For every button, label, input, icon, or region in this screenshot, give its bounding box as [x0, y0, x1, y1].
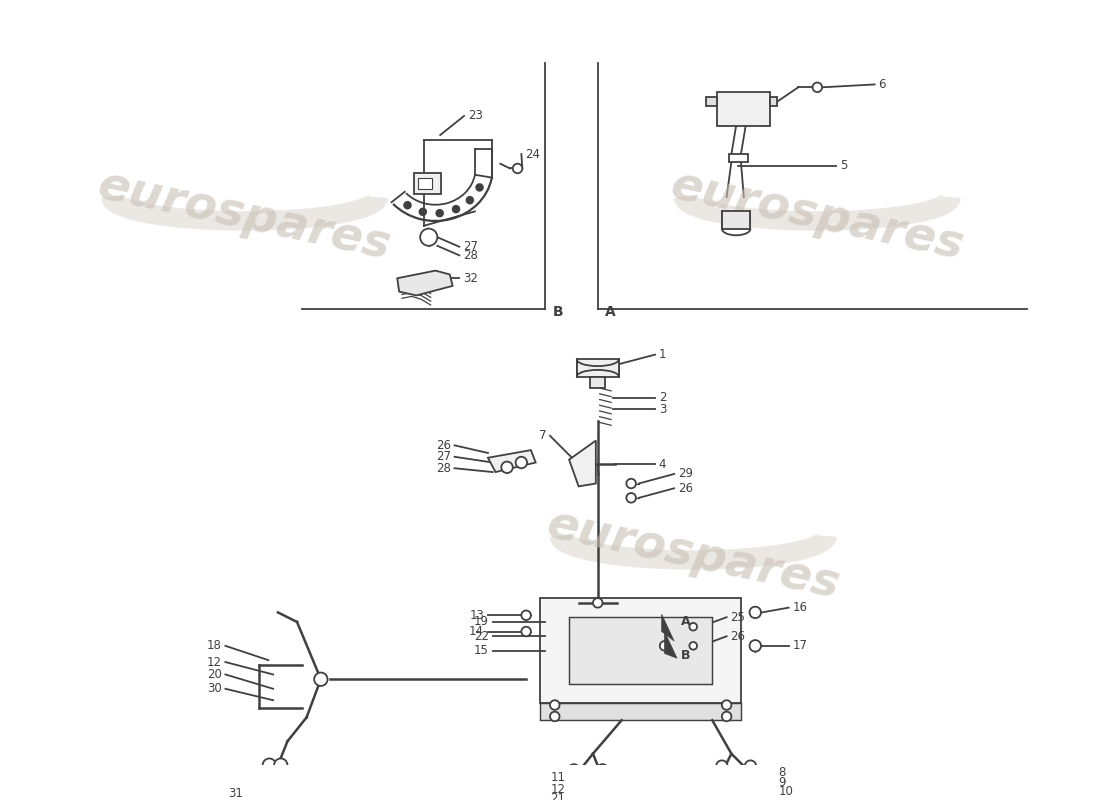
Text: 27: 27 [436, 450, 451, 463]
Text: 19: 19 [474, 615, 488, 629]
Text: 23: 23 [468, 110, 483, 122]
Circle shape [516, 457, 527, 468]
Text: B: B [681, 649, 691, 662]
Text: 18: 18 [207, 639, 221, 652]
Circle shape [453, 206, 460, 213]
Text: 1: 1 [659, 348, 667, 361]
Text: eurospares: eurospares [667, 163, 968, 270]
Circle shape [550, 700, 560, 710]
Polygon shape [488, 450, 536, 472]
Circle shape [466, 197, 473, 203]
Circle shape [476, 184, 483, 190]
Polygon shape [662, 614, 674, 641]
Bar [418, 178, 431, 189]
Circle shape [749, 640, 761, 651]
Circle shape [813, 82, 822, 92]
Bar [717, 92, 770, 126]
Text: 26: 26 [436, 439, 451, 452]
Text: 14: 14 [469, 625, 484, 638]
Polygon shape [569, 441, 596, 486]
Text: 9: 9 [778, 776, 785, 789]
Text: 22: 22 [474, 630, 488, 642]
Text: 17: 17 [792, 639, 807, 652]
Circle shape [521, 626, 531, 636]
Polygon shape [569, 617, 713, 684]
Text: 2: 2 [659, 391, 667, 404]
Text: 25: 25 [730, 610, 746, 624]
Circle shape [722, 712, 732, 722]
Circle shape [597, 764, 608, 776]
Text: 13: 13 [470, 609, 484, 622]
Text: 12: 12 [207, 655, 221, 669]
Text: 6: 6 [879, 78, 886, 91]
Text: 8: 8 [778, 766, 785, 779]
Text: B: B [553, 305, 563, 318]
Bar [770, 97, 778, 106]
Circle shape [722, 700, 732, 710]
Text: 12: 12 [550, 782, 565, 795]
Circle shape [263, 758, 276, 772]
Text: 31: 31 [228, 787, 243, 800]
Text: 26: 26 [678, 482, 693, 494]
Text: 16: 16 [792, 601, 807, 614]
Circle shape [437, 210, 443, 217]
Text: 24: 24 [525, 148, 540, 161]
Text: 29: 29 [678, 467, 693, 481]
Bar [415, 174, 441, 194]
Polygon shape [540, 598, 741, 703]
Text: 4: 4 [659, 458, 667, 471]
Circle shape [404, 202, 410, 209]
Text: 21: 21 [550, 792, 565, 800]
Text: 20: 20 [207, 668, 221, 681]
Text: A: A [681, 615, 691, 629]
Text: 26: 26 [730, 630, 746, 642]
Polygon shape [397, 270, 452, 295]
Text: 5: 5 [840, 159, 848, 172]
Text: 7: 7 [539, 430, 547, 442]
Bar [590, 377, 605, 388]
Circle shape [419, 209, 426, 215]
Bar [728, 154, 748, 162]
Circle shape [550, 712, 560, 722]
Text: 3: 3 [659, 402, 667, 415]
Text: 30: 30 [207, 682, 221, 695]
Bar [722, 211, 750, 229]
Circle shape [626, 493, 636, 502]
Text: 28: 28 [436, 462, 451, 474]
Text: A: A [605, 305, 616, 318]
Bar [705, 97, 717, 106]
Text: 11: 11 [550, 771, 565, 784]
Circle shape [690, 623, 697, 630]
Circle shape [502, 462, 513, 473]
Circle shape [568, 764, 580, 776]
Circle shape [749, 606, 761, 618]
Polygon shape [540, 703, 741, 720]
Text: eurospares: eurospares [542, 502, 844, 608]
Circle shape [690, 642, 697, 650]
Circle shape [716, 760, 727, 772]
Text: 32: 32 [463, 272, 478, 285]
Circle shape [626, 478, 636, 488]
Text: 15: 15 [474, 644, 488, 657]
Circle shape [745, 760, 756, 772]
Circle shape [660, 641, 669, 650]
Bar [576, 359, 618, 377]
Text: eurospares: eurospares [94, 163, 395, 270]
Text: 27: 27 [463, 240, 478, 254]
Circle shape [521, 610, 531, 620]
Circle shape [513, 164, 522, 174]
Text: 28: 28 [463, 249, 478, 262]
Circle shape [274, 758, 287, 772]
Circle shape [593, 598, 603, 608]
Text: 10: 10 [778, 786, 793, 798]
Polygon shape [664, 631, 676, 658]
Circle shape [315, 673, 328, 686]
Circle shape [420, 229, 438, 246]
